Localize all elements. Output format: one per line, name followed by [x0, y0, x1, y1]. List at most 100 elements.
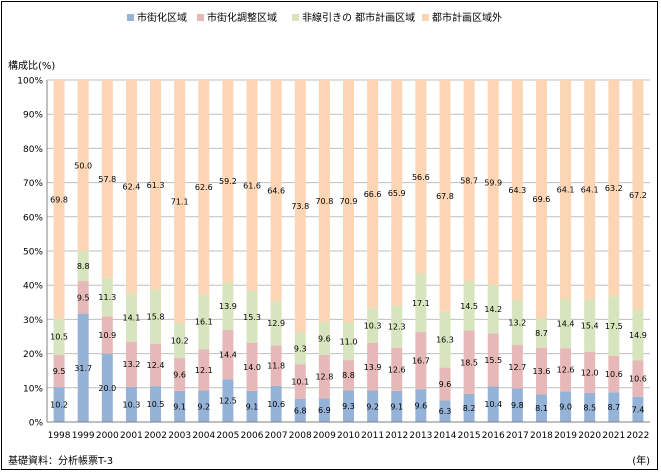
bar-2007-都市計画区域外 [270, 80, 282, 302]
bar-2000-市街化区域 [101, 353, 113, 422]
value-label-2019-都市計画区域外: 64.1 [557, 186, 575, 195]
bar-2000-都市計画区域外 [101, 80, 113, 278]
legend-swatch [127, 14, 134, 21]
bar-2011-市街化区域 [367, 390, 379, 422]
value-label-2004-非線引きの-都市計画区域: 16.1 [195, 318, 213, 327]
bar-2010-市街化調整区域 [343, 360, 354, 391]
bar-2018-非線引きの-都市計画区域 [535, 318, 547, 348]
bar-2008-市街化区域 [294, 398, 306, 422]
value-label-2006-市街化調整区域: 14.0 [243, 363, 261, 372]
value-label-2002-市街化調整区域: 12.4 [147, 361, 165, 370]
x-tick-label: 1999 [72, 431, 95, 441]
y-tick-labels: 0% 10% 20% 30% 40% 50% 60% 70% 80% 90% 100% [17, 77, 43, 429]
x-tick-label: 2009 [313, 431, 336, 441]
value-label-2017-市街化区域: 9.8 [511, 401, 524, 410]
bars [53, 80, 644, 422]
bar-2004-非線引きの-都市計画区域 [198, 294, 210, 350]
value-label-2002-非線引きの-都市計画区域: 15.8 [147, 313, 165, 322]
value-label-2017-都市計画区域外: 64.3 [508, 186, 526, 195]
value-label-2021-非線引きの-都市計画区域: 17.5 [605, 322, 623, 331]
bar-2000-非線引きの-都市計画区域 [101, 277, 113, 317]
bar-2009-都市計画区域外 [318, 80, 330, 322]
bar-2015-市街化区域 [463, 393, 475, 422]
value-label-2019-市街化区域: 9.0 [559, 403, 572, 412]
value-label-2000-市街化調整区域: 10.9 [98, 331, 116, 340]
bar-2004-市街化調整区域 [198, 349, 210, 391]
bar-2016-非線引きの-都市計画区域 [487, 284, 499, 334]
value-label-2013-市街化調整区域: 16.7 [412, 357, 430, 366]
value-label-2017-非線引きの-都市計画区域: 13.2 [508, 318, 526, 327]
bar-2019-市街化区域 [560, 391, 572, 422]
bar-2017-市街化調整区域 [511, 345, 523, 389]
value-label-2012-市街化区域: 9.1 [390, 402, 403, 411]
bar-2020-非線引きの-都市計画区域 [584, 299, 596, 352]
bar-2019-非線引きの-都市計画区域 [560, 299, 572, 349]
value-label-1999-都市計画区域外: 50.0 [74, 162, 92, 171]
y-tick-label: 80% [23, 145, 43, 155]
value-label-2020-非線引きの-都市計画区域: 15.4 [581, 322, 599, 331]
bar-1998-非線引きの-都市計画区域 [53, 318, 65, 355]
value-label-2006-市街化区域: 9.1 [246, 402, 259, 411]
x-tick-label: 2007 [265, 431, 288, 441]
bar-2012-非線引きの-都市計画区域 [391, 305, 403, 348]
bar-2011-市街化調整区域 [367, 342, 379, 391]
bar-2007-非線引きの-都市計画区域 [270, 301, 282, 346]
x-tick-label: 2020 [578, 431, 601, 441]
value-label-2012-都市計画区域外: 65.9 [388, 189, 406, 198]
bar-2010-非線引きの-都市計画区域 [343, 322, 354, 361]
x-tick-label: 2011 [361, 431, 384, 441]
value-label-2007-都市計画区域外: 64.6 [267, 187, 285, 196]
bar-2009-非線引きの-都市計画区域 [318, 321, 330, 355]
bar-2008-非線引きの-都市計画区域 [294, 332, 306, 365]
x-tick-label: 2002 [144, 431, 167, 441]
value-label-2019-非線引きの-都市計画区域: 14.4 [557, 320, 575, 329]
x-tick-label: 2008 [289, 431, 312, 441]
bar-2009-市街化調整区域 [318, 354, 330, 399]
bar-2002-市街化調整区域 [150, 343, 162, 387]
value-label-2009-市街化区域: 6.9 [318, 406, 331, 415]
value-label-2001-非線引きの-都市計画区域: 14.1 [123, 314, 141, 323]
value-label-2014-非線引きの-都市計画区域: 16.3 [436, 336, 454, 345]
bar-2016-都市計画区域外 [487, 80, 499, 285]
bar-2018-市街化区域 [535, 394, 547, 422]
value-label-2009-都市計画区域外: 70.8 [315, 197, 333, 206]
value-label-2004-都市計画区域外: 62.6 [195, 183, 213, 192]
value-label-1998-非線引きの-都市計画区域: 10.5 [50, 333, 68, 342]
value-label-2015-非線引きの-都市計画区域: 14.5 [460, 302, 478, 311]
value-label-2013-非線引きの-都市計画区域: 17.1 [412, 299, 430, 308]
bar-2021-市街化区域 [608, 392, 620, 422]
legend-swatch [292, 14, 299, 21]
value-label-2001-市街化区域: 10.3 [123, 400, 141, 409]
bar-2001-非線引きの-都市計画区域 [125, 293, 137, 342]
value-label-2008-都市計画区域外: 73.8 [291, 202, 309, 211]
value-label-2018-都市計画区域外: 69.6 [533, 195, 551, 204]
bar-2017-市街化区域 [511, 388, 523, 422]
value-label-2021-都市計画区域外: 63.2 [605, 184, 623, 193]
bar-2020-都市計画区域外 [584, 80, 596, 300]
axes [46, 80, 650, 423]
bar-1999-非線引きの-都市計画区域 [77, 251, 89, 282]
x-tick-label: 2012 [385, 431, 408, 441]
value-label-2013-都市計画区域外: 56.6 [412, 173, 430, 182]
legend-swatch [197, 14, 204, 21]
value-label-2003-市街化調整区域: 9.6 [173, 370, 186, 379]
value-label-2001-都市計画区域外: 62.4 [123, 183, 141, 192]
value-label-2020-市街化調整区域: 12.0 [581, 368, 599, 377]
x-tick-label: 2010 [337, 431, 360, 441]
bar-2021-市街化調整区域 [608, 355, 620, 393]
legend-item-市街化調整区域: 市街化調整区域 [197, 11, 277, 24]
value-label-2008-市街化区域: 6.8 [294, 406, 307, 415]
bar-2007-市街化区域 [270, 385, 282, 422]
bar-1999-市街化調整区域 [77, 281, 89, 314]
bar-2006-市街化調整区域 [246, 342, 258, 391]
value-label-2021-市街化調整区域: 10.6 [605, 370, 623, 379]
bar-2022-市街化調整区域 [632, 360, 644, 397]
y-tick-label: 50% [23, 248, 43, 258]
value-label-2006-非線引きの-都市計画区域: 15.3 [243, 313, 261, 322]
x-tick-label: 2013 [409, 431, 432, 441]
value-label-2022-都市計画区域外: 67.2 [629, 191, 647, 200]
x-tick-label: 2016 [482, 431, 505, 441]
bar-2015-非線引きの-都市計画区域 [463, 280, 475, 331]
value-label-2014-市街化区域: 6.3 [439, 407, 452, 416]
legend-label: 都市計画区域外 [432, 11, 502, 24]
